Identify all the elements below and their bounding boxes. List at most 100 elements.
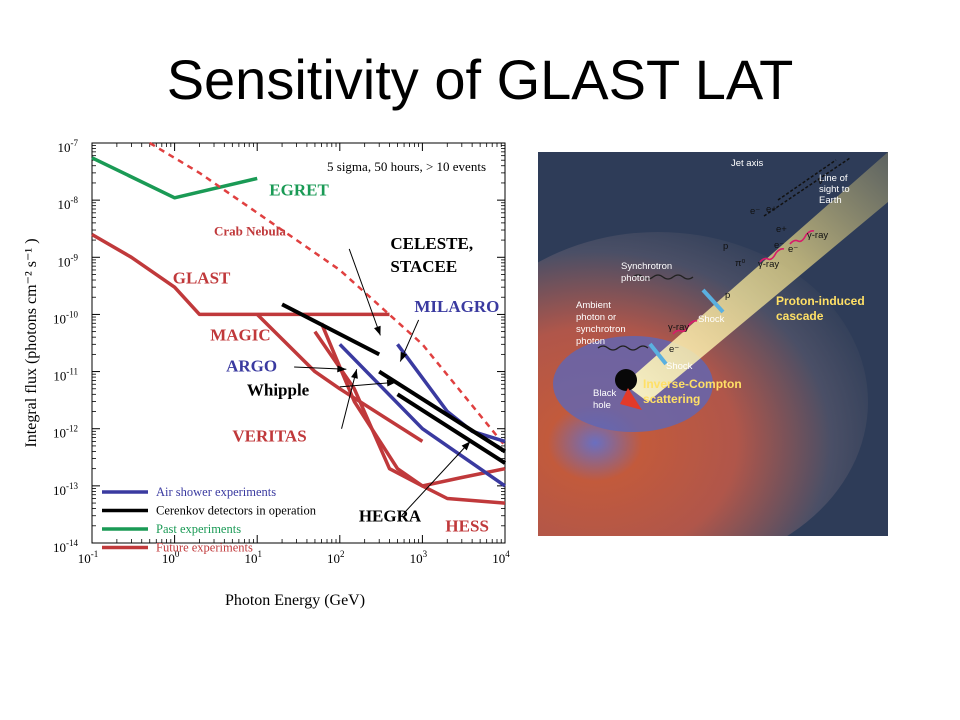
black-hole <box>615 369 637 391</box>
series-label: STACEE <box>390 257 457 276</box>
gamma-ray-wave-2 <box>759 248 785 263</box>
axis-ticks <box>91 142 506 544</box>
shock-front-lower <box>648 342 668 366</box>
annotation-arrow-head <box>400 351 408 362</box>
y-tick-label: 10-11 <box>53 367 78 384</box>
particle-label: p <box>725 290 730 301</box>
diagram-label: Black <box>593 388 616 399</box>
legend-label: Air shower experiments <box>156 485 276 499</box>
diagram-label: photon <box>621 273 650 284</box>
annotation-arrow-line <box>401 441 471 517</box>
particle-label: π⁰ <box>735 258 746 269</box>
diagram-label: sight to <box>819 184 850 195</box>
annotation-arrow-head <box>386 379 397 387</box>
series-line-hegra <box>396 392 507 465</box>
annotation-arrow-line <box>339 381 397 388</box>
diagram-label: Synchrotron <box>621 261 672 272</box>
series-label: CELESTE, <box>390 234 473 253</box>
slide-title: Sensitivity of GLAST LAT <box>166 48 794 111</box>
series-label: MAGIC <box>210 325 270 344</box>
series-label: GLAST <box>173 268 231 287</box>
y-tick-label: 10-14 <box>53 538 78 555</box>
series-label: HESS <box>445 516 488 535</box>
series-label: ARGO <box>226 357 277 376</box>
diagram-label: Shock <box>698 314 725 325</box>
diagram-highlight-label: Inverse-Compton <box>643 377 742 391</box>
series-line-egret <box>91 156 258 200</box>
annotation-arrow-head <box>374 325 381 336</box>
particle-label: e⁻ <box>750 206 760 217</box>
series-line-magic <box>255 313 424 443</box>
series-label: VERITAS <box>232 426 306 445</box>
annotation-arrow-head <box>461 441 471 451</box>
legend-label: Future experiments <box>156 541 253 555</box>
particle-label: ν <box>818 176 823 187</box>
series-label: Crab Nebula <box>214 224 286 239</box>
particle-label: e⁻ <box>669 344 679 355</box>
x-tick-label: 10-1 <box>78 549 99 566</box>
legend-label: Past experiments <box>156 522 241 536</box>
series-line-celeste-stacee <box>281 302 381 357</box>
x-tick-label: 101 <box>244 549 262 566</box>
series-layer <box>91 141 507 505</box>
chart-note: 5 sigma, 50 hours, > 10 events <box>327 159 486 174</box>
particle-label: e⁻ <box>788 244 798 255</box>
diagram-label: Line of <box>819 173 848 184</box>
series-line-veritas <box>313 330 506 488</box>
gamma-ray-wave-1 <box>672 320 698 335</box>
series-line-argo <box>338 343 506 488</box>
annotation-arrow-head <box>337 365 347 373</box>
diagram-label: Jet axis <box>731 158 763 169</box>
y-tick-label: 10-10 <box>53 309 78 326</box>
particle-label: γ-ray <box>758 259 779 270</box>
synchrotron-photon-wave <box>632 274 694 280</box>
particle-label: e+ <box>766 204 777 215</box>
series-label: Whipple <box>247 381 310 400</box>
diagram-label: Earth <box>819 195 842 206</box>
diagram-label: photon <box>576 336 605 347</box>
x-axis-label: Photon Energy (GeV) <box>225 592 365 609</box>
sensitivity-chart: 10-1 100 101 102 103 104 10-7 10-8 10-9 10-10 10-1… <box>23 138 510 609</box>
diagram-label: hole <box>593 400 611 411</box>
particle-label: γ-ray <box>668 322 689 333</box>
series-label: MILAGRO <box>414 297 499 316</box>
legend-label: Cerenkov detectors in operation <box>156 504 317 518</box>
x-tick-label: 103 <box>410 549 428 566</box>
tick-labels: 10-1 100 101 102 103 104 10-7 10-8 10-9 10-10 10-1… <box>53 138 510 566</box>
diagram-label: Shock <box>666 361 693 372</box>
diagram-highlight-label: Proton-induced <box>776 294 865 308</box>
shock-front-upper <box>701 288 725 314</box>
annotation-arrow-line <box>348 248 381 336</box>
y-tick-label: 10-8 <box>58 195 79 212</box>
annotation-arrow-head <box>351 369 358 379</box>
y-tick-label: 10-12 <box>53 424 78 441</box>
ambient-photon-wave <box>597 345 649 351</box>
series-line-crab-nebula <box>149 141 506 447</box>
lower-jet <box>620 388 642 410</box>
x-tick-label: 102 <box>327 549 345 566</box>
particle-label: p <box>723 241 728 252</box>
x-tick-label: 104 <box>492 549 510 566</box>
jet-cone <box>624 152 888 402</box>
diagram-label: Ambient <box>576 300 611 311</box>
y-tick-label: 10-9 <box>58 252 79 269</box>
annotation-layer: EGRET Crab Nebula GLAST CELESTE, STACEE MILAG… <box>173 181 500 536</box>
arrow-layer <box>294 248 471 517</box>
series-line-whipple <box>378 369 507 454</box>
y-axis-label: Integral flux (photons cm⁻² s⁻¹ ) <box>23 238 40 447</box>
jet-axis-arrow <box>777 159 837 201</box>
particle-label: e⁻ <box>774 240 784 251</box>
gamma-ray-wave-3 <box>789 230 815 245</box>
y-tick-label: 10-7 <box>58 138 79 155</box>
particle-label: γ-ray <box>807 230 828 241</box>
line-of-sight-arrow <box>763 157 851 217</box>
series-label: HEGRA <box>359 506 422 525</box>
diagram-label: photon or <box>576 312 616 323</box>
series-line-glast <box>91 232 390 317</box>
plot-frame <box>91 142 506 544</box>
y-tick-label: 10-13 <box>53 481 78 498</box>
chart-legend: Air shower experiments Cerenkov detectors… <box>102 485 317 555</box>
diagram-highlight-label: cascade <box>776 309 824 323</box>
